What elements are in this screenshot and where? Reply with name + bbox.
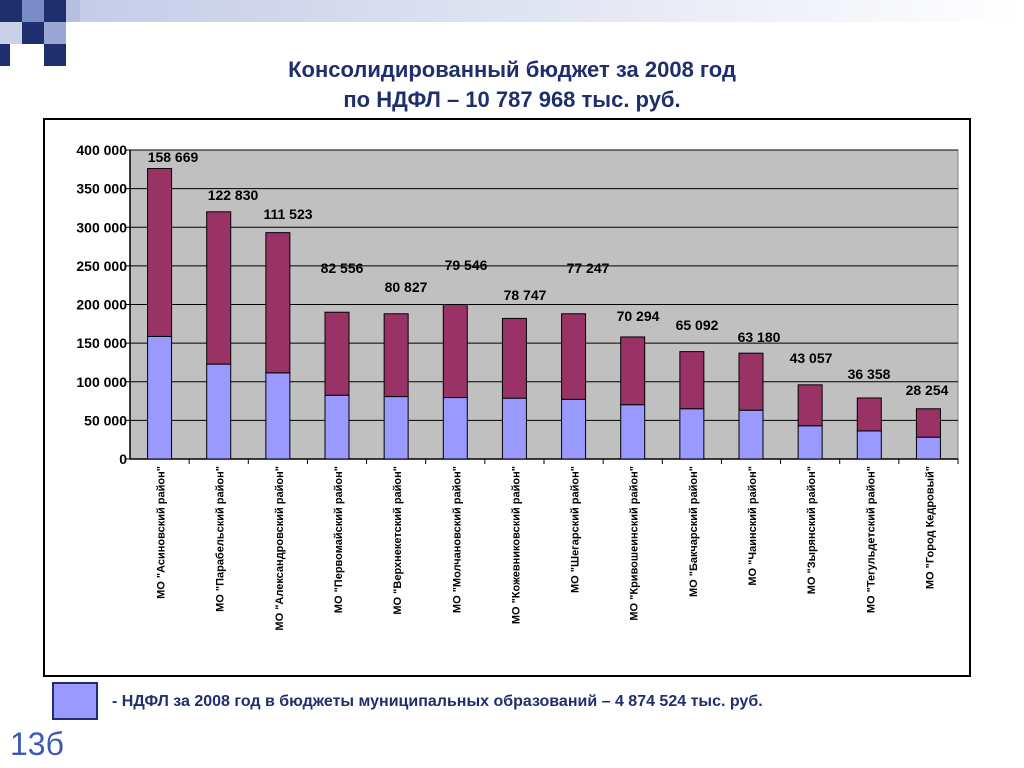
data-label: 122 830: [208, 187, 259, 203]
data-label: 65 092: [676, 317, 719, 333]
bar-lower: [501, 397, 527, 460]
category-label: МО "Молчановский район": [451, 466, 463, 613]
bar-lower: [856, 430, 882, 460]
category-label: МО "Верхнекетский район": [392, 466, 404, 615]
category-label: МО "Первомайский район": [333, 466, 345, 613]
decorative-square: [44, 44, 66, 66]
bar-lower: [442, 397, 468, 460]
data-label: 78 747: [504, 287, 547, 303]
bar-upper: [501, 317, 527, 399]
bar-lower: [383, 396, 409, 460]
bar-lower: [738, 409, 764, 460]
bar-upper: [265, 232, 291, 374]
bar-upper: [856, 397, 882, 432]
data-label: 63 180: [738, 329, 781, 345]
data-label: 43 057: [790, 350, 833, 366]
data-label: 36 358: [848, 366, 891, 382]
decorative-square: [44, 0, 66, 22]
y-tick-label: 150 000: [76, 335, 127, 351]
bar-upper: [561, 313, 587, 400]
slide-title: Консолидированный бюджет за 2008 год по …: [0, 55, 1024, 115]
bar-upper: [679, 351, 705, 410]
data-label: 77 247: [567, 260, 610, 276]
category-label: МО "Кожевниковский район": [510, 466, 522, 624]
category-label: МО "Бакчарский район": [688, 466, 700, 597]
category-label: МО "Александровский район": [274, 466, 286, 631]
bar-upper: [738, 352, 764, 411]
decorative-square: [44, 22, 66, 44]
header-gradient-bar: [80, 0, 1024, 22]
data-label: 28 254: [906, 382, 949, 398]
bar-upper: [915, 408, 941, 438]
y-tick-label: 50 000: [84, 412, 127, 428]
data-label: 158 669: [148, 149, 199, 165]
category-label: МО "Асиновский район": [156, 466, 168, 599]
bar-upper: [324, 311, 350, 396]
category-label: МО "Шегарский район": [570, 466, 582, 593]
data-label: 111 523: [263, 206, 312, 222]
title-line-1: Консолидированный бюджет за 2008 год: [288, 57, 736, 82]
bar-upper: [620, 336, 646, 406]
y-tick-label: 200 000: [76, 297, 127, 313]
category-label: МО "Зырянский район": [806, 466, 818, 594]
bar-upper: [797, 384, 823, 427]
chart-layer: 0 50 000 100 000 150 000 200 000 250 000 300 0…: [76, 142, 959, 631]
page-number: 13б: [10, 726, 64, 762]
y-tick-label: 250 000: [76, 258, 127, 274]
bar-lower: [265, 372, 291, 460]
data-label: 80 827: [385, 279, 428, 295]
category-label: МО "Тегульдетский район": [865, 466, 877, 613]
bar-upper: [206, 211, 232, 365]
decorative-square: [22, 22, 44, 44]
decorative-square: [0, 22, 22, 44]
decorative-square: [0, 44, 10, 66]
title-line-2: по НДФЛ – 10 787 968 тыс. руб.: [343, 87, 681, 112]
decorative-square: [22, 0, 44, 22]
bar-lower: [797, 425, 823, 460]
data-label: 79 546: [445, 257, 488, 273]
bar-lower: [620, 404, 646, 460]
category-label: МО "Парабельский район": [215, 466, 227, 612]
bar-lower: [679, 408, 705, 460]
data-label: 82 556: [321, 260, 364, 276]
bar-upper: [442, 304, 468, 399]
category-label: МО "Город Кедровый": [924, 466, 936, 589]
bar-lower: [561, 398, 587, 460]
category-label: МО "Чаинский район": [747, 466, 759, 586]
y-tick-label: 300 000: [76, 219, 127, 235]
category-label: МО "Кривошеинский район": [629, 466, 641, 621]
bar-upper: [383, 313, 409, 398]
y-tick-label: 350 000: [76, 181, 127, 197]
y-tick-label: 400 000: [76, 142, 127, 158]
decorative-square: [0, 0, 22, 22]
bar-lower: [147, 335, 173, 460]
bar-lower: [206, 363, 232, 460]
data-label: 70 294: [617, 308, 660, 324]
bar-lower: [324, 394, 350, 460]
y-tick-label: 0: [119, 451, 127, 467]
legend-swatch: [52, 682, 98, 720]
decorative-square: [66, 0, 80, 22]
bar-upper: [147, 168, 173, 337]
legend-text: - НДФЛ за 2008 год в бюджеты муниципальн…: [112, 693, 763, 710]
bar-lower: [915, 436, 941, 460]
y-tick-label: 100 000: [76, 374, 127, 390]
